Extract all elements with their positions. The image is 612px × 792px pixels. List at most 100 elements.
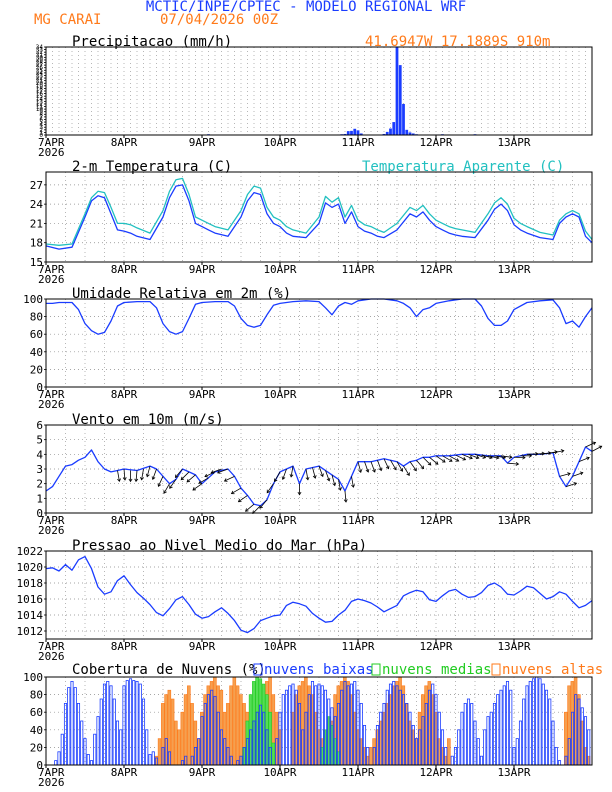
pressure-xtick-label: 13APR [497, 640, 530, 653]
rh-frame [45, 298, 593, 388]
temp-xtick-label: 13APR [497, 263, 530, 276]
clouds-ytick-label: 80 [30, 689, 43, 702]
wind-title: Vento em 10m (m/s) [72, 412, 224, 428]
cloud-high-bar [177, 729, 181, 766]
wind-vector-head [522, 455, 526, 460]
precip-bar [405, 129, 409, 135]
wind-vector [117, 470, 120, 482]
wind-vector-head [140, 476, 144, 481]
wind-vector-head [343, 499, 348, 503]
precip-ytick-label: 2 [39, 127, 43, 134]
temp-ytick-label: 24 [30, 198, 44, 211]
legend-mid-label: nuvens medias [382, 662, 492, 678]
wind-vector-head [351, 484, 355, 488]
wind-vector-head [385, 465, 390, 470]
cloud-high-bar [229, 685, 233, 766]
wind-ytick-label: 3 [36, 463, 43, 476]
wind-vector [455, 454, 466, 461]
wind-vector-head [378, 467, 383, 472]
temp-xtick-label: 10APR [263, 263, 296, 276]
header-coords: 41.6947W 17.1889S 910m [365, 34, 550, 50]
precip-ytick-label: 25 [36, 67, 44, 74]
pressure-xtick-label: 9APR [189, 640, 216, 653]
legend-high-swatch [491, 663, 501, 676]
wind-vector [552, 450, 564, 454]
wind-ytick-label: 2 [36, 478, 43, 491]
pressure-ytick-label: 1020 [17, 561, 44, 574]
precip-xtick-label: 13APR [497, 136, 530, 149]
wind-vector [390, 460, 397, 470]
precip-xtick-label: 8APR [111, 136, 138, 149]
pressure-ytick-label: 1018 [17, 577, 44, 590]
wind-vector-head [151, 476, 156, 480]
temp-frame [45, 171, 593, 263]
temp-ytick-label: 18 [30, 237, 43, 250]
wind-vector-head [289, 473, 294, 478]
wind-vector [325, 470, 330, 481]
wind-vector [157, 476, 164, 487]
wind-ytick-label: 6 [36, 419, 43, 432]
temp-apparent-title: Temperatura Aparente (C) [362, 159, 564, 175]
cloud-mid-bar [271, 742, 276, 766]
wind-vector [141, 468, 144, 480]
wind-vector-head [448, 458, 453, 462]
wind-vector [494, 455, 506, 459]
wind-vector [461, 453, 473, 459]
wind-vector-head [573, 482, 578, 486]
cloud-high-bar [190, 703, 194, 766]
wind-vector-head [567, 472, 571, 476]
precip-bar [408, 132, 412, 135]
precip-ytick-label: 8 [39, 111, 43, 118]
temp-ytick-label: 21 [30, 217, 43, 230]
cloud-high-bar [170, 698, 175, 766]
wind-vector [312, 467, 316, 479]
clouds-ytick-label: 40 [30, 724, 43, 737]
rh-series-0-line [46, 298, 593, 335]
precip-ytick-label: 27 [36, 62, 44, 69]
pressure-xtick-label: 11APR [341, 640, 374, 653]
precip-ytick-label: 15 [36, 93, 44, 100]
clouds-xtick-label: 13APR [497, 766, 530, 779]
wind-vector [231, 487, 242, 494]
precip-ytick-label: 1 [39, 129, 43, 136]
precip-ytick-label: 20 [36, 80, 44, 87]
rh-xtick-label: 13APR [497, 388, 530, 401]
precip-bar [343, 133, 347, 135]
precip-bar [385, 131, 389, 135]
wind-vector [186, 474, 196, 483]
wind-vector [364, 461, 369, 473]
rh-ytick-label: 100 [23, 293, 43, 306]
precip-bar [359, 133, 363, 135]
wind-vector-head [192, 487, 197, 491]
precip-bar [398, 65, 402, 135]
precip-xtick-label: 11APR [341, 136, 374, 149]
precip-ytick-label: 14 [36, 96, 44, 103]
wind-vector [331, 474, 336, 486]
precip-bar [353, 128, 357, 135]
precip-ytick-label: 32 [36, 49, 44, 56]
rh-ytick-label: 60 [30, 328, 43, 341]
wind-vector [344, 490, 347, 502]
precip-ytick-label: 30 [36, 54, 44, 61]
wind-vector-head [281, 476, 286, 480]
wind-vector [409, 461, 417, 471]
precip-ytick-label: 11 [36, 104, 44, 111]
rh-xtick-label: 7APR [38, 388, 65, 401]
precip-ytick-label: 9 [39, 109, 43, 116]
wind-vector [163, 483, 170, 494]
wind-vector [370, 461, 376, 473]
wind-vector-head [462, 456, 467, 461]
wind-vector [274, 471, 281, 482]
clouds-ytick-label: 100 [23, 671, 43, 684]
precip-bar [402, 103, 405, 135]
wind-vector-head [372, 469, 376, 473]
wind-vector-head [393, 466, 397, 471]
wind-ytick-label: 4 [36, 448, 43, 461]
pressure-title: Pressao ao Nivel Medio do Mar (hPa) [72, 538, 367, 554]
rh-xtick-label: 12APR [419, 388, 452, 401]
wind-vector-head [406, 472, 410, 477]
wind-vector-head [198, 480, 203, 484]
cloud-high-bar [369, 747, 373, 766]
wind-vector-head [157, 483, 162, 487]
